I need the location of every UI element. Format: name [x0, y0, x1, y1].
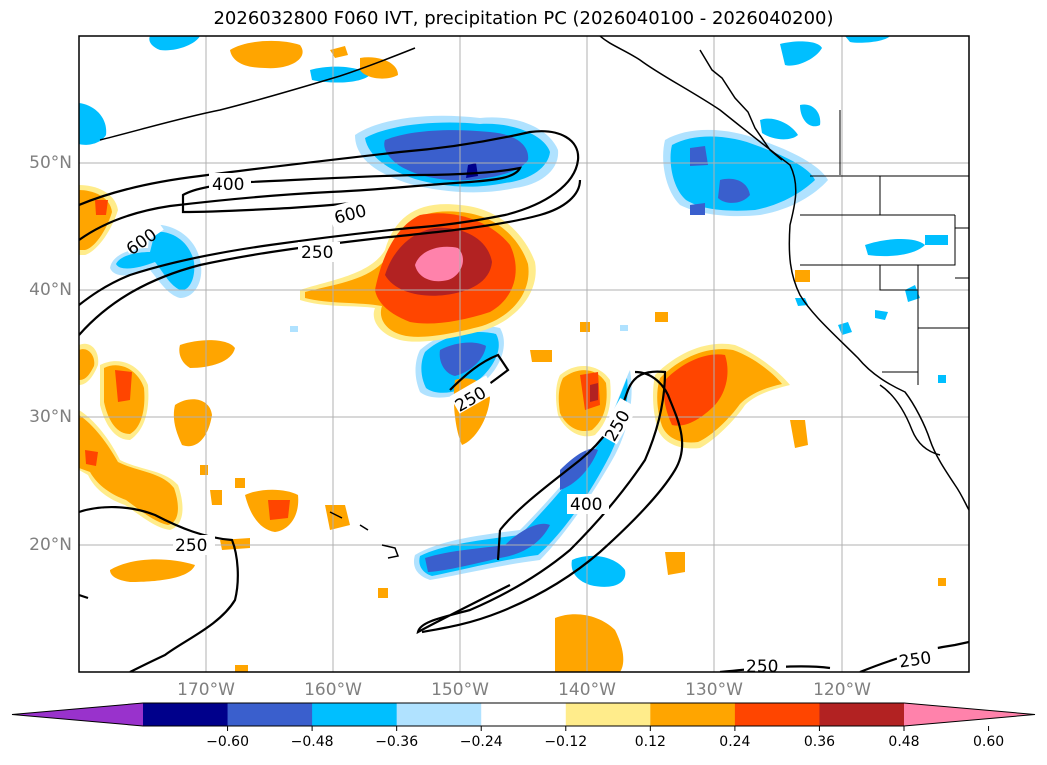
lon-label: 160°W [304, 680, 362, 700]
precip-fill-blue-goa [149, 36, 891, 83]
ivt-contour-250-a [79, 179, 582, 336]
lon-label: 120°W [813, 680, 871, 700]
lat-label: 50°N [29, 153, 72, 173]
colorbar-tick-label: −0.24 [459, 734, 503, 750]
colorbar-extend-max [904, 703, 1035, 726]
colorbar-segment [143, 703, 229, 726]
precip-fill-warm-west-3 [85, 370, 132, 466]
precip-positive-fills [79, 40, 946, 672]
colorbar-segment [819, 703, 905, 726]
colorbar-tick-label: −0.60 [206, 734, 249, 750]
colorbar-segment [734, 703, 820, 726]
lon-label: 170°W [177, 680, 235, 700]
colorbar-tick-label: −0.12 [544, 734, 588, 750]
precip-fill-blue-dateline-2 [116, 231, 195, 291]
precip-fill-blue-goa-2 [760, 104, 948, 383]
colorbar-extend-min [12, 703, 143, 726]
colorbar-segment [481, 703, 567, 726]
colorbar-tick-label: 0.12 [634, 734, 666, 750]
coast-baja [879, 384, 941, 456]
ivt-contour-250-left [79, 593, 89, 600]
ivt-contour-600 [79, 166, 522, 241]
contour-label: 400 [212, 175, 244, 195]
colorbar-tick-label: −0.36 [375, 734, 419, 750]
precip-fill-warm-goa [230, 40, 398, 79]
precip-fill-warm-east2-3 [663, 354, 728, 426]
hawaii [329, 511, 400, 559]
colorbar-tick-label: 0.36 [803, 734, 836, 750]
lat-label: 20°N [29, 535, 72, 555]
ivt-contour-400 [79, 130, 580, 306]
coastlines [99, 36, 969, 559]
coast-west-na [599, 36, 969, 511]
contour-label: 250 [746, 657, 778, 677]
coast-alaska-se [699, 49, 783, 161]
precip-fill-blue-nw [79, 103, 107, 145]
map-title: 2026032800 F060 IVT, precipitation PC (2… [213, 8, 834, 29]
colorbar-outline [11, 702, 1036, 727]
colorbar-tick-label: 0.24 [719, 734, 751, 750]
lat-label: 40°N [29, 280, 72, 300]
lon-label: 140°W [558, 680, 616, 700]
contour-label: 250 [175, 536, 207, 556]
precip-fill-warm-dl-3 [95, 200, 108, 215]
precip-fill-warm-central-5 [415, 246, 463, 282]
ivt-contour-250-sw [79, 505, 239, 672]
contour-label: 250 [898, 648, 933, 672]
colorbar-segment [396, 703, 482, 726]
precip-negative-fills [79, 36, 948, 587]
colorbar-segment [565, 703, 651, 726]
graticule [79, 36, 969, 672]
colorbar-segment [227, 703, 313, 726]
precip-fill-blue-north-3 [384, 130, 529, 181]
contour-label: 250 [301, 243, 333, 263]
precip-fill-warm-east1-4 [590, 383, 598, 402]
precip-fill-blue-band-3 [425, 448, 598, 572]
map-plot: 400 600 600 250 250 250 400 250 250 250 [78, 35, 970, 677]
colorbar-tick-label: −0.48 [290, 734, 334, 750]
contour-label: 400 [570, 495, 602, 515]
colorbar-segment [650, 703, 736, 726]
lon-label: 150°W [431, 680, 489, 700]
map-frame [78, 35, 970, 673]
precip-fill-blue-sub1-3 [439, 342, 486, 376]
lon-label: 130°W [685, 680, 743, 700]
colorbar-tick-label: 0.48 [888, 734, 920, 750]
state-borders [800, 110, 969, 385]
ivt-contour-400-s [416, 370, 667, 635]
lat-label: 30°N [29, 407, 72, 427]
precip-fill-warm-pools-2 [268, 500, 290, 520]
precip-fill-warm-west-2 [79, 349, 178, 525]
colorbar-tick-label: 0.60 [972, 734, 1005, 750]
precip-fill-blue-pnw-2 [670, 136, 815, 211]
ivt-contour-250-s [421, 370, 684, 634]
colorbar-segment [312, 703, 398, 726]
coast-aleutians [99, 47, 416, 141]
